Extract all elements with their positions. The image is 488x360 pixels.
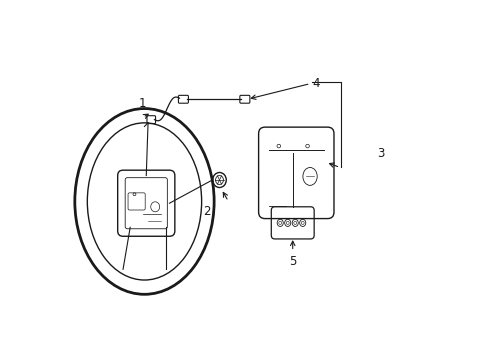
Text: 5: 5: [288, 255, 296, 268]
Text: 1: 1: [139, 97, 146, 111]
Text: 3: 3: [376, 147, 383, 160]
Text: 2: 2: [203, 204, 210, 217]
Text: 4: 4: [312, 77, 319, 90]
